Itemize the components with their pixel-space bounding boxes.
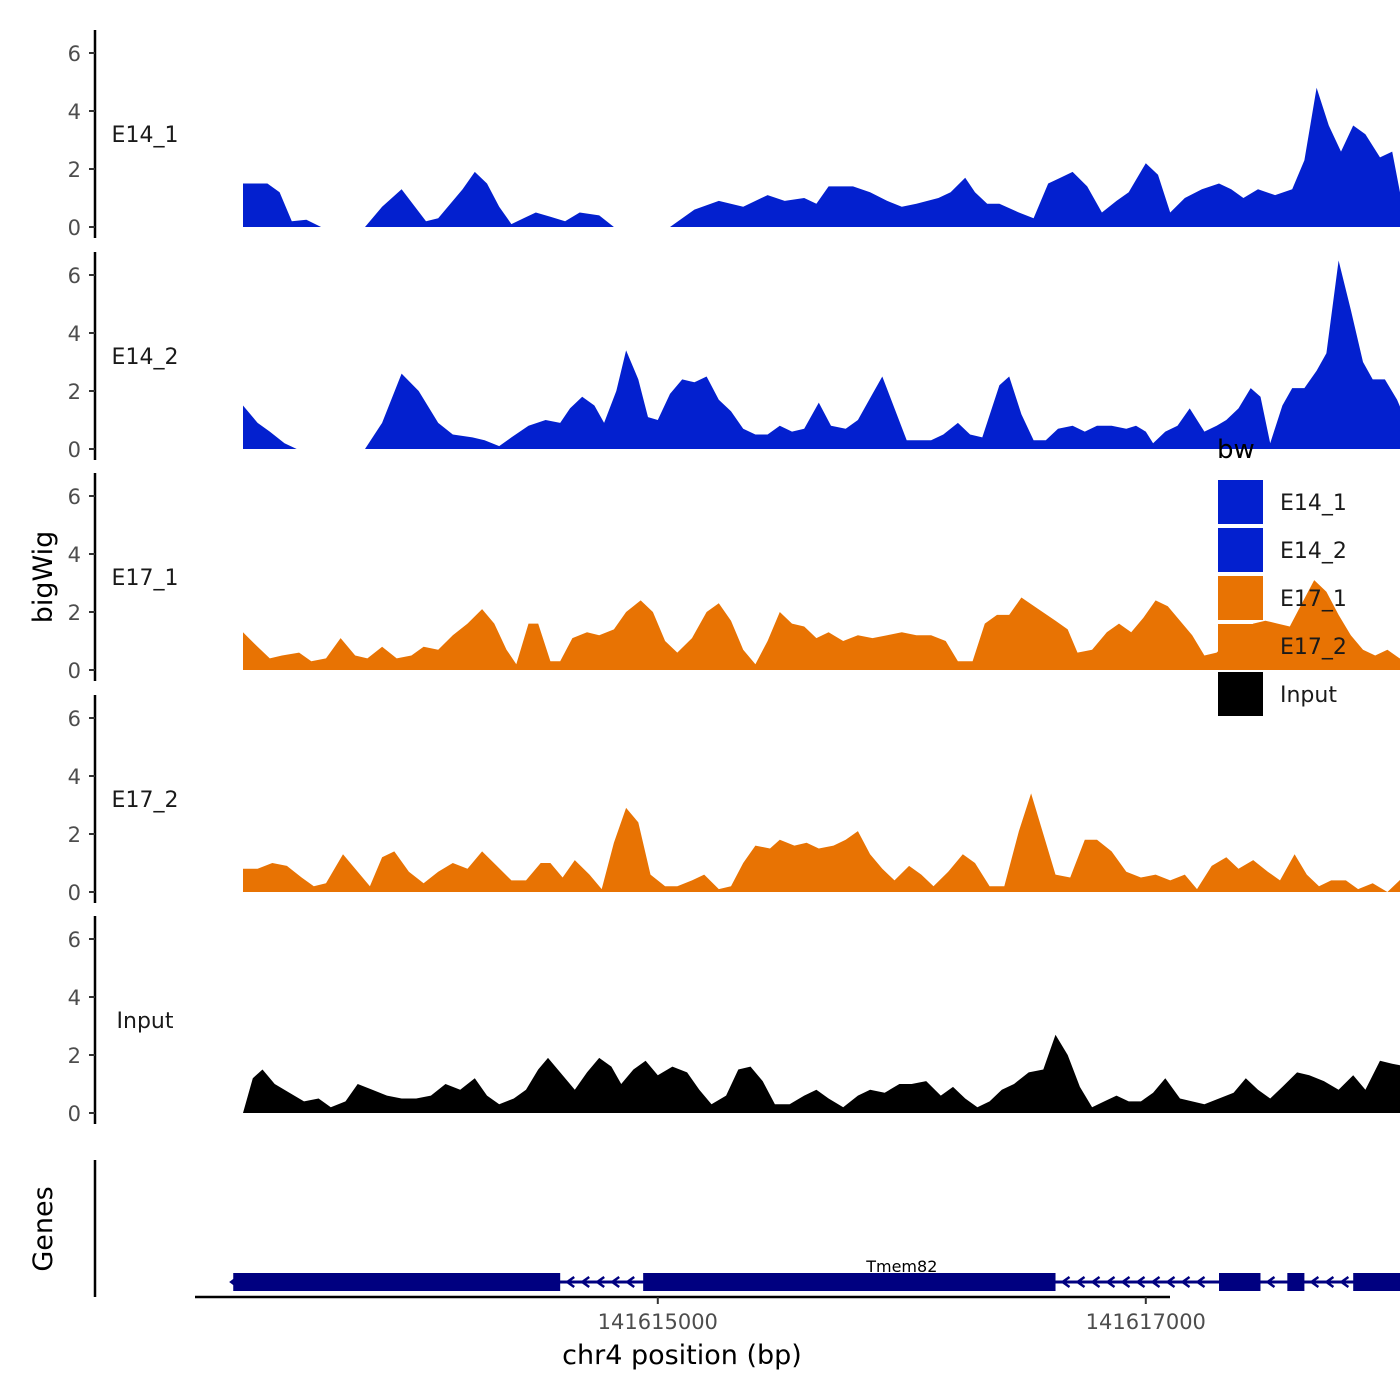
track-label: E14_1 (112, 123, 179, 148)
strand-arrow (1309, 1275, 1320, 1289)
strand-arrow (1165, 1275, 1176, 1289)
gene-exon (1219, 1273, 1261, 1291)
y-tick-label: 0 (68, 438, 81, 462)
legend-key (1218, 624, 1263, 668)
y-tick-label: 6 (68, 707, 81, 731)
gene-label: Tmem82 (865, 1257, 937, 1276)
y-tick-label: 6 (68, 264, 81, 288)
legend: bw E14_1 E14_2 E17_1 E17_2 Input (1217, 435, 1347, 716)
x-axis-title: chr4 position (bp) (562, 1340, 802, 1371)
legend-label: E14_1 (1280, 491, 1347, 516)
x-tick-label: 141615000 (598, 1310, 718, 1334)
x-tick-label: 141617000 (1086, 1310, 1206, 1334)
y-axis-title: bigWig (28, 531, 59, 624)
strand-arrow (1265, 1275, 1276, 1289)
signal-area-e14-2 (243, 260, 1400, 449)
track-e14-1: 0 2 4 6 E14_1 (68, 30, 1400, 240)
strand-arrow (1120, 1275, 1131, 1289)
signal-area-e17-1 (243, 580, 1400, 670)
y-tick-label: 6 (68, 485, 81, 509)
gene-exon (643, 1273, 1056, 1291)
y-tick-label: 2 (68, 380, 81, 404)
y-tick-label: 2 (68, 1044, 81, 1068)
track-e17-2: 0 2 4 6 E17_2 (68, 695, 1400, 905)
track-label: Input (117, 1009, 174, 1034)
y-tick-label: 0 (68, 659, 81, 683)
signal-area-input (243, 1034, 1400, 1113)
strand-arrow (1105, 1275, 1116, 1289)
strand-arrow (1135, 1275, 1146, 1289)
gene-tmem82: Tmem82 (229, 1257, 1400, 1291)
legend-key (1218, 528, 1263, 572)
y-tick-label: 0 (68, 1102, 81, 1126)
strand-arrow (595, 1275, 605, 1289)
track-label: E17_1 (112, 566, 179, 591)
strand-arrow (1324, 1275, 1335, 1289)
legend-key (1218, 480, 1263, 524)
y-tick-label: 6 (68, 928, 81, 952)
strand-arrow (610, 1275, 620, 1289)
track-label: E14_2 (112, 345, 179, 370)
strand-arrow (625, 1275, 635, 1289)
y-tick-label: 2 (68, 823, 81, 847)
strand-arrow (1060, 1275, 1071, 1289)
track-e17-1: 0 2 4 6 E17_1 (68, 473, 1400, 683)
y-tick-label: 2 (68, 158, 81, 182)
legend-key (1218, 576, 1263, 620)
gene-exon (1353, 1273, 1400, 1291)
y-tick-label: 4 (68, 543, 81, 567)
y-tick-label: 0 (68, 881, 81, 905)
y-tick-label: 2 (68, 601, 81, 625)
x-axis: 141615000141617000141619000 (195, 1295, 1206, 1334)
y-tick-label: 4 (68, 986, 81, 1010)
legend-label: E17_2 (1280, 635, 1347, 660)
track-label: E17_2 (112, 788, 179, 813)
strand-arrow (1075, 1275, 1086, 1289)
legend-key (1218, 672, 1263, 716)
strand-arrow (1195, 1275, 1206, 1289)
strand-arrow (1339, 1275, 1350, 1289)
genes-panel: Tmem82Slc25a34 (93, 1160, 1400, 1297)
strand-arrow (565, 1275, 575, 1289)
y-tick-label: 4 (68, 322, 81, 346)
legend-label: E14_2 (1280, 539, 1347, 564)
signal-area-e14-1 (243, 87, 1400, 227)
track-input: 0 2 4 6 Input (68, 916, 1400, 1126)
bigwig-tracks: 0 2 4 6 E14_1 0 2 4 6 E14_2 0 2 4 6 E17_1 0 2 4 6 E17_2 0 2 4 6… (68, 30, 1400, 1126)
legend-label: Input (1280, 683, 1337, 708)
gene-exon (233, 1273, 561, 1291)
strand-arrow (1090, 1275, 1101, 1289)
y-tick-label: 6 (68, 42, 81, 66)
y-tick-label: 4 (68, 100, 81, 124)
y-tick-label: 4 (68, 765, 81, 789)
gene-exon (1287, 1273, 1305, 1291)
legend-label: E17_1 (1280, 587, 1347, 612)
track-e14-2: 0 2 4 6 E14_2 (68, 252, 1400, 462)
strand-arrow (1180, 1275, 1191, 1289)
strand-arrow (1150, 1275, 1161, 1289)
genes-axis-title: Genes (28, 1186, 59, 1271)
strand-arrow (580, 1275, 590, 1289)
y-tick-label: 0 (68, 216, 81, 240)
legend-title: bw (1217, 435, 1255, 465)
signal-area-e17-2 (243, 793, 1400, 892)
